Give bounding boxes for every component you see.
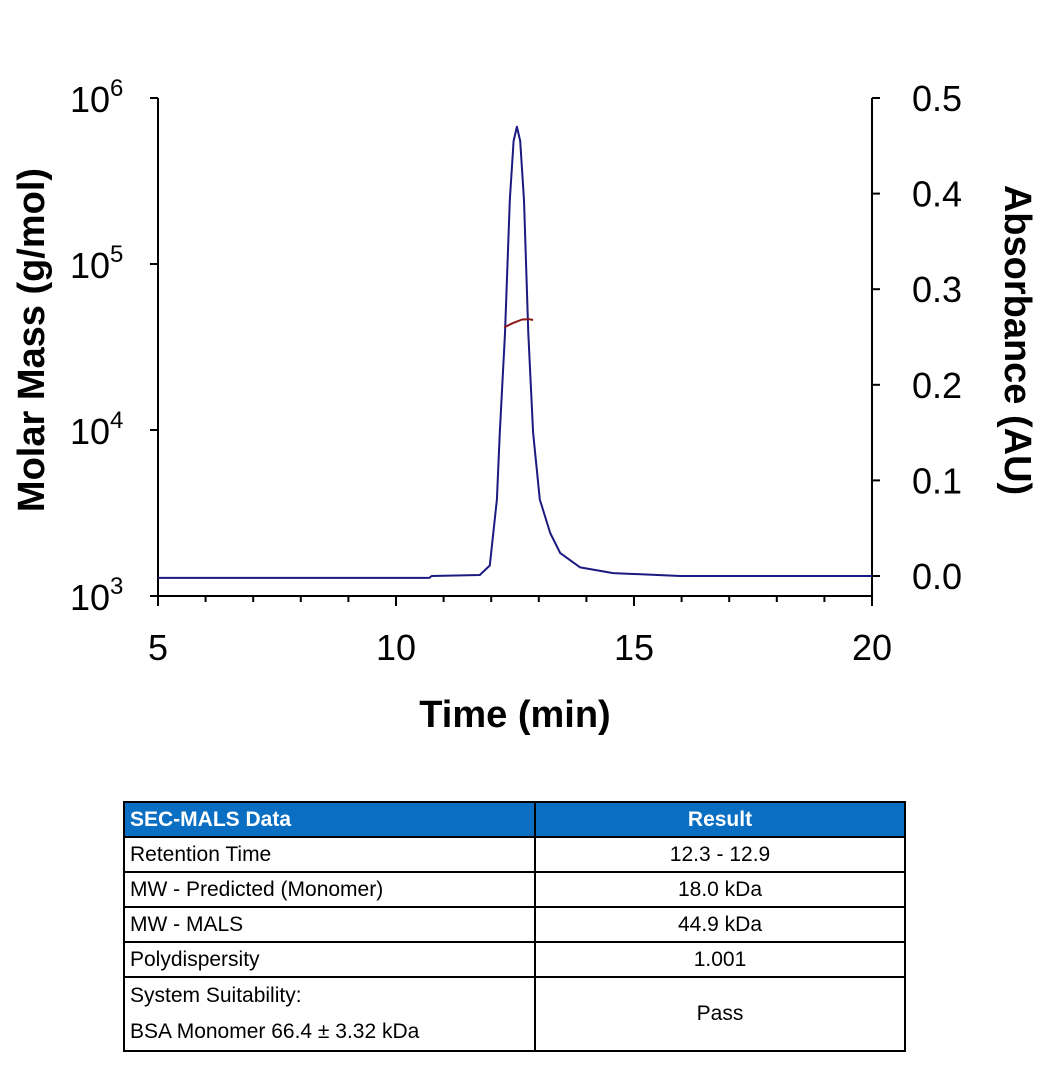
x-tick-label: 15 [614, 627, 654, 668]
row-label: MW - Predicted (Monomer) [123, 871, 536, 908]
table-row: System Suitability: BSA Monomer 66.4 ± 3.… [123, 976, 906, 1052]
y-right-tick-label: 0.5 [912, 78, 962, 119]
absorbance-series-line [158, 125, 872, 579]
axes: 5 10 15 20 103 104 105 106 0.0 0.1 0.2 0.3 0.4 0.5 [70, 75, 962, 668]
x-tick-label: 20 [852, 627, 892, 668]
row-value: 44.9 kDa [534, 906, 906, 943]
table-row: Retention Time 12.3 - 12.9 [123, 836, 906, 873]
table-header-data: SEC-MALS Data [123, 801, 536, 838]
y-right-tick-label: 0.1 [912, 460, 962, 501]
sec-mals-table: SEC-MALS Data Result Retention Time 12.3… [123, 801, 906, 1052]
table-header-row: SEC-MALS Data Result [123, 801, 906, 838]
series-group [158, 125, 872, 579]
row-label: Retention Time [123, 836, 536, 873]
row-label: MW - MALS [123, 906, 536, 943]
molar-mass-series-line [503, 318, 534, 329]
row-label-line2: BSA Monomer 66.4 ± 3.32 kDa [130, 1020, 420, 1043]
table-row: MW - Predicted (Monomer) 18.0 kDa [123, 871, 906, 908]
row-value: 18.0 kDa [534, 871, 906, 908]
row-value: Pass [534, 976, 906, 1052]
row-value: 1.001 [534, 941, 906, 978]
y-left-tick-label: 103 [70, 573, 123, 618]
x-tick-label: 5 [148, 627, 168, 668]
row-label: System Suitability: BSA Monomer 66.4 ± 3.… [123, 976, 536, 1052]
table-row: Polydispersity 1.001 [123, 941, 906, 978]
y-left-tick-label: 105 [70, 241, 123, 286]
table-row: MW - MALS 44.9 kDa [123, 906, 906, 943]
row-label-line1: System Suitability: [130, 984, 302, 1007]
row-value: 12.3 - 12.9 [534, 836, 906, 873]
sec-mals-chart: 5 10 15 20 103 104 105 106 0.0 0.1 0.2 0.3 0.4 0.5 Ti… [11, 75, 1038, 736]
x-tick-label: 10 [376, 627, 416, 668]
x-axis-title: Time (min) [419, 694, 610, 736]
y-left-tick-label: 104 [70, 407, 123, 452]
y-right-tick-label: 0.0 [912, 556, 962, 597]
y-left-tick-label: 106 [70, 75, 123, 120]
row-label: Polydispersity [123, 941, 536, 978]
table-header-result: Result [534, 801, 906, 838]
y-right-tick-label: 0.4 [912, 174, 962, 215]
y-right-tick-label: 0.2 [912, 365, 962, 406]
y-right-axis-title: Absorbance (AU) [996, 185, 1038, 495]
y-left-axis-title: Molar Mass (g/mol) [11, 168, 53, 512]
y-right-tick-label: 0.3 [912, 269, 962, 310]
